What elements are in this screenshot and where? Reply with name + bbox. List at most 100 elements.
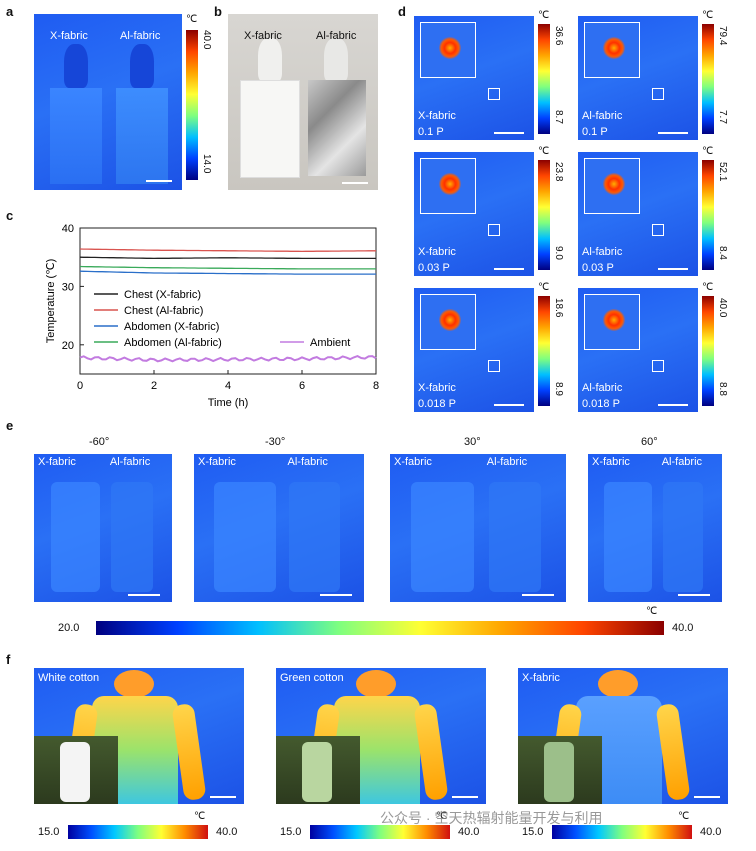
- series-line: [79, 256, 376, 260]
- d-fabric-label: Al-fabric: [582, 246, 623, 258]
- f-unit: ℃: [194, 811, 206, 822]
- d-thermal-1-left: [414, 152, 534, 276]
- inset-zoom: [420, 22, 476, 78]
- watermark: 公众号 · 空天热辐射能量开发与利用: [380, 810, 603, 826]
- f-unit: ℃: [678, 811, 690, 822]
- x-tick-label: 4: [225, 380, 231, 392]
- panel-label-c: c: [6, 208, 14, 223]
- y-tick-label: 30: [62, 281, 74, 293]
- d-fabric-label: Al-fabric: [582, 110, 623, 122]
- d-power-label: 0.1 P: [418, 126, 444, 138]
- a-colorbar: [186, 30, 198, 180]
- a-left-label: X-fabric: [50, 30, 88, 42]
- d-cbar-min: 7.7: [717, 110, 728, 124]
- e-left-label: X-fabric: [38, 456, 76, 468]
- d-cbar-max: 79.4: [717, 26, 728, 46]
- f-garment-label: White cotton: [38, 672, 100, 684]
- e-angle-label: -30°: [265, 436, 286, 448]
- panel-label-a: a: [6, 4, 14, 19]
- legend-label: Chest (X-fabric): [124, 289, 201, 301]
- f-cbar-max: 40.0: [458, 826, 480, 838]
- zoom-region: [488, 224, 500, 236]
- d-colorbar: [702, 160, 714, 270]
- e-cbar-min: 20.0: [58, 622, 80, 634]
- d-power-label: 0.018 P: [418, 398, 456, 410]
- d-power-label: 0.03 P: [582, 262, 614, 274]
- x-tick-label: 8: [373, 380, 379, 392]
- x-axis-label: Time (h): [208, 397, 249, 409]
- legend-label: Abdomen (X-fabric): [124, 321, 219, 333]
- e-right-label: Al-fabric: [287, 456, 328, 468]
- e-left-label: X-fabric: [592, 456, 630, 468]
- e-cbar-max: 40.0: [672, 622, 694, 634]
- d-thermal-1-right: [578, 152, 698, 276]
- f-thermal-image: [518, 668, 728, 804]
- f-colorbar: [552, 825, 692, 839]
- series-line: [79, 248, 376, 253]
- f-cbar-max: 40.0: [700, 826, 722, 838]
- f-garment-label: X-fabric: [522, 672, 560, 684]
- photo-image-b: [228, 14, 378, 190]
- d-colorbar: [538, 160, 550, 270]
- series-line: [79, 265, 376, 270]
- e-right-label: Al-fabric: [486, 456, 528, 468]
- d-cbar-max: 23.8: [553, 162, 564, 182]
- d-thermal-2-left: [414, 288, 534, 412]
- f-thermal-image: [276, 668, 486, 804]
- d-cbar-min: 8.8: [717, 382, 728, 396]
- e-thermal-image: [390, 454, 566, 602]
- e-thermal-image: [34, 454, 172, 602]
- y-tick-label: 20: [62, 340, 74, 352]
- d-colorbar: [702, 296, 714, 406]
- f-thermal-image: [34, 668, 244, 804]
- d-power-label: 0.03 P: [418, 262, 450, 274]
- inset-zoom: [584, 22, 640, 78]
- thermal-image-a: [34, 14, 182, 190]
- e-unit: ℃: [646, 606, 658, 617]
- d-fabric-label: Al-fabric: [582, 382, 623, 394]
- d-thermal-2-right: [578, 288, 698, 412]
- f-garment-label: Green cotton: [280, 672, 344, 684]
- inset-zoom: [420, 294, 476, 350]
- d-fabric-label: X-fabric: [418, 110, 456, 122]
- d-colorbar: [538, 24, 550, 134]
- series-line: [79, 270, 376, 275]
- panel-label-f: f: [6, 652, 11, 667]
- b-right-label: Al-fabric: [316, 30, 357, 42]
- e-angle-label: -60°: [89, 436, 110, 448]
- f-cbar-min: 15.0: [280, 826, 302, 838]
- d-cbar-max: 40.0: [717, 298, 728, 318]
- a-cbar-max: 40.0: [201, 30, 212, 50]
- d-unit: ℃: [538, 282, 550, 293]
- series-line: [79, 355, 377, 363]
- zoom-region: [488, 360, 500, 372]
- e-right-label: Al-fabric: [661, 456, 703, 468]
- zoom-region: [652, 88, 664, 100]
- d-fabric-label: X-fabric: [418, 246, 456, 258]
- zoom-region: [652, 360, 664, 372]
- inset-zoom: [420, 158, 476, 214]
- f-colorbar: [310, 825, 450, 839]
- panel-label-b: b: [214, 4, 222, 19]
- f-cbar-min: 15.0: [522, 826, 544, 838]
- d-cbar-max: 18.6: [553, 298, 564, 318]
- e-thermal-image: [588, 454, 722, 602]
- d-colorbar: [702, 24, 714, 134]
- x-tick-label: 6: [299, 380, 305, 392]
- d-power-label: 0.018 P: [582, 398, 620, 410]
- d-cbar-max: 36.6: [553, 26, 564, 46]
- d-unit: ℃: [538, 146, 550, 157]
- x-tick-label: 2: [151, 380, 157, 392]
- d-cbar-max: 52.1: [717, 162, 728, 182]
- inset-zoom: [584, 158, 640, 214]
- d-cbar-min: 8.9: [553, 382, 564, 396]
- d-unit: ℃: [702, 146, 714, 157]
- legend-label: Chest (Al-fabric): [124, 305, 203, 317]
- f-cbar-max: 40.0: [216, 826, 238, 838]
- d-cbar-min: 8.7: [553, 110, 564, 124]
- e-angle-label: 30°: [464, 436, 481, 448]
- d-thermal-0-right: [578, 16, 698, 140]
- legend-label: Abdomen (Al-fabric): [124, 337, 222, 349]
- a-unit: ℃: [186, 14, 198, 25]
- f-colorbar: [68, 825, 208, 839]
